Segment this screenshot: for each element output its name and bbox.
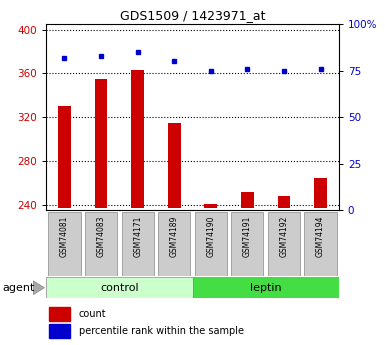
Bar [49,324,70,338]
Text: count: count [79,309,107,319]
Text: GSM74189: GSM74189 [170,215,179,257]
Text: GSM74190: GSM74190 [206,215,215,257]
Bar [168,123,181,208]
Bar [58,106,71,208]
Bar [95,79,107,208]
Text: GSM74194: GSM74194 [316,215,325,257]
Text: GSM74192: GSM74192 [280,215,288,257]
Text: agent: agent [2,283,34,293]
Text: GSM74191: GSM74191 [243,215,252,257]
FancyBboxPatch shape [46,277,192,298]
Text: percentile rank within the sample: percentile rank within the sample [79,326,244,336]
Bar [241,192,254,208]
Bar [278,196,290,208]
Text: control: control [100,283,139,293]
FancyBboxPatch shape [231,212,263,276]
Bar [204,204,217,208]
FancyBboxPatch shape [158,212,190,276]
FancyBboxPatch shape [192,277,339,298]
Bar [49,307,70,321]
Bar [131,70,144,208]
FancyBboxPatch shape [122,212,154,276]
Text: GSM74081: GSM74081 [60,215,69,257]
Text: GSM74171: GSM74171 [133,215,142,257]
FancyBboxPatch shape [85,212,117,276]
Text: GSM74083: GSM74083 [97,215,105,257]
FancyBboxPatch shape [268,212,300,276]
Polygon shape [33,281,44,295]
Text: leptin: leptin [250,283,281,293]
Text: GDS1509 / 1423971_at: GDS1509 / 1423971_at [120,9,265,22]
FancyBboxPatch shape [195,212,227,276]
FancyBboxPatch shape [305,212,336,276]
Bar [314,178,327,208]
FancyBboxPatch shape [49,212,80,276]
